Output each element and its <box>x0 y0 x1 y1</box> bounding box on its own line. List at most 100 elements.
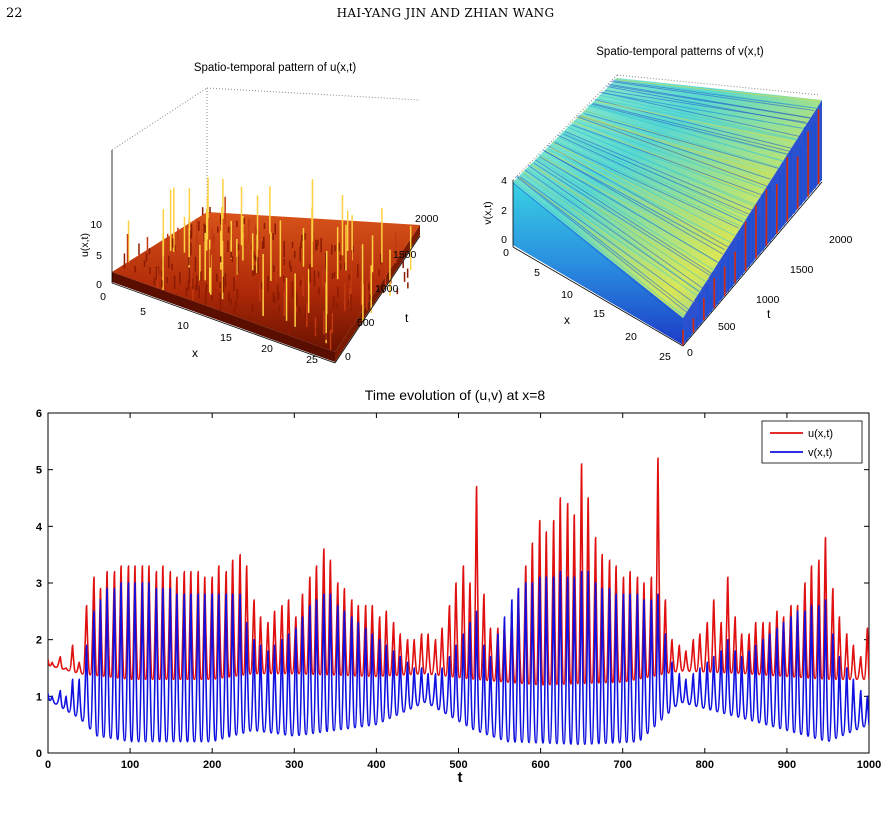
y-tick-label: 0 <box>36 748 42 760</box>
chart-legend: u(x,t) v(x,t) <box>761 420 863 464</box>
surface-v-stripe <box>536 157 716 272</box>
surface-v-stripe <box>603 92 805 130</box>
y-tick-label: 3 <box>36 578 42 590</box>
surface-u-x-tick: 5 <box>140 306 146 318</box>
surface-u-spikes <box>123 177 412 350</box>
x-tick-label: 1000 <box>857 759 881 771</box>
chart-title: Time evolution of (u,v) at x=8 <box>365 387 546 403</box>
chart-xlabel: t <box>458 769 463 786</box>
surface-v-stripe <box>591 103 789 155</box>
surface-v-stripe <box>560 133 747 222</box>
running-head: HAI-YANG JIN AND ZHIAN WANG <box>336 6 555 20</box>
surface-v-stripe <box>596 100 795 143</box>
surface-v-stripe <box>533 162 712 277</box>
surface-v-top <box>513 78 822 318</box>
surface-v-stripe <box>567 126 757 206</box>
page-number: 22 <box>6 6 23 21</box>
surface-v-stripe <box>572 124 763 196</box>
surface-v-t-tick: 500 <box>718 321 736 333</box>
legend-label-u: u(x,t) <box>808 428 833 440</box>
surface-v-stripe <box>573 120 765 189</box>
surface-v-stripe <box>514 180 686 318</box>
series-line-v <box>48 570 869 746</box>
surface-v-stripe <box>541 156 721 258</box>
surface-v-stripe <box>554 142 739 229</box>
x-tick-label: 400 <box>367 759 385 771</box>
surface-v-t-tick: 0 <box>687 347 693 359</box>
line-chart: Time evolution of (u,v) at x=8 0 1 2 3 4 5 6 0… <box>36 387 881 786</box>
x-tick-label: 900 <box>778 759 796 771</box>
surface-v-stripe <box>524 169 700 292</box>
surface-u-front-side <box>112 272 335 362</box>
surface-v-stripe <box>590 105 787 155</box>
surface-v-stripe <box>600 91 801 138</box>
surface-v-stripe <box>610 81 815 111</box>
surface-u-box <box>111 87 421 220</box>
surface-v-stripe <box>542 149 723 255</box>
surface-v-stripe <box>512 182 684 321</box>
surface-u-t-tick: 0 <box>345 351 351 363</box>
surface-u-x-tick: 25 <box>306 354 318 366</box>
figure-canvas: Spatio-temporal pattern of u(x,t) 10 5 0… <box>36 46 881 786</box>
surface-v-stripe <box>543 150 725 251</box>
surface-u-z-tick: 5 <box>96 250 102 262</box>
surface-v-stripes <box>512 78 821 345</box>
surface-v-x-tick: 20 <box>625 331 637 343</box>
surface-v-stripe <box>558 137 745 224</box>
y-tick-label: 1 <box>36 691 42 703</box>
surface-v-stripe <box>599 94 799 140</box>
surface-v-tlabel: t <box>767 307 771 321</box>
surface-u-t-tick: 500 <box>357 317 375 329</box>
surface-v-x-tick: 15 <box>593 308 605 320</box>
surface-v-t-tick: 2000 <box>829 234 853 246</box>
surface-v-stripe <box>552 141 737 238</box>
surface-v-stripe <box>608 83 811 119</box>
x-tick-label: 700 <box>614 759 632 771</box>
surface-u-t-tick: 1500 <box>393 249 417 261</box>
surface-u-figure: Spatio-temporal pattern of u(x,t) 10 5 0… <box>79 62 439 366</box>
surface-v-stripe <box>585 110 781 169</box>
surface-v-stripe <box>527 164 704 289</box>
surface-u-z-tick: 0 <box>96 279 102 291</box>
surface-v-stripe <box>615 79 821 102</box>
surface-v-stripe <box>518 177 692 306</box>
surface-u-x-tick: 20 <box>261 343 273 355</box>
surface-u-x-tick: 10 <box>177 320 189 332</box>
surface-v-x-tick: 5 <box>534 267 540 279</box>
surface-v-stripe <box>548 148 731 243</box>
surface-v-stripe <box>593 102 791 152</box>
surface-u-right-side <box>335 225 420 362</box>
x-tick-label: 300 <box>285 759 303 771</box>
surface-u-x-origin: 0 <box>100 291 106 303</box>
surface-v-stripe <box>555 141 741 227</box>
surface-v-stripe <box>564 131 753 211</box>
x-tick-label: 800 <box>696 759 714 771</box>
surface-v-stripe <box>532 164 710 280</box>
surface-u-title: Spatio-temporal pattern of u(x,t) <box>194 62 357 74</box>
y-tick-label: 6 <box>36 408 42 420</box>
surface-v-stripe <box>526 167 702 293</box>
surface-v-stripe <box>579 115 773 177</box>
x-tick-label: 200 <box>203 759 221 771</box>
surface-v-xlabel: x <box>564 313 570 327</box>
surface-v-zlabel: v(x,t) <box>482 201 494 224</box>
surface-v-x-origin: 0 <box>503 247 509 259</box>
x-axis: 0 100 200 300 400 500 600 700 800 900 1000 <box>45 413 881 771</box>
y-tick-label: 5 <box>36 465 42 477</box>
surface-v-axes <box>512 180 823 347</box>
surface-v-stripe <box>561 131 749 218</box>
surface-v-figure: Spatio-temporal patterns of v(x,t) 4 2 0… <box>482 46 853 363</box>
surface-v-stripe <box>613 78 819 109</box>
x-tick-label: 500 <box>449 759 467 771</box>
surface-v-stripe <box>597 98 797 141</box>
surface-v-stripe <box>523 173 698 296</box>
surface-v-t-tick: 1000 <box>756 294 780 306</box>
series-line-u <box>48 457 869 686</box>
surface-v-stripe <box>584 113 779 169</box>
surface-v-stripe <box>557 134 743 223</box>
surface-v-stripe <box>609 85 813 119</box>
surface-v-stripe <box>581 115 775 176</box>
surface-v-stripe <box>546 144 729 248</box>
surface-u-z-tick: 10 <box>90 219 102 231</box>
surface-v-stripe <box>606 86 809 125</box>
